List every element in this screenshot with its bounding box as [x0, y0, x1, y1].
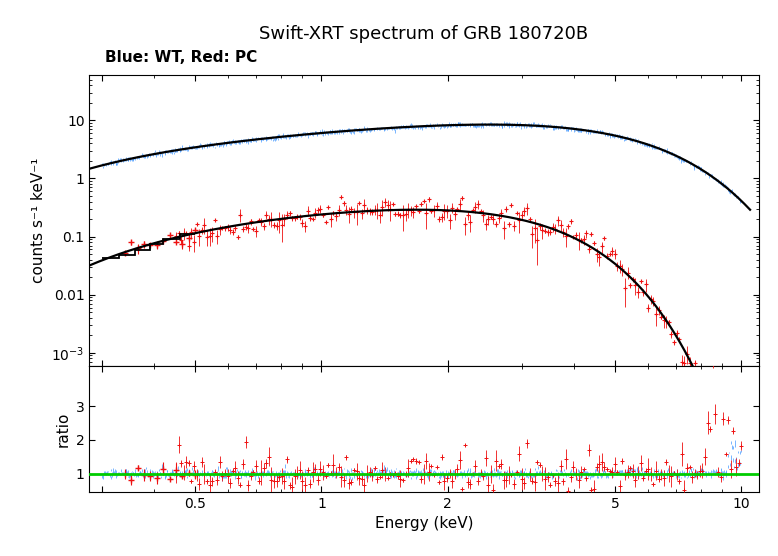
X-axis label: Energy (keV): Energy (keV): [375, 517, 473, 532]
Y-axis label: counts s⁻¹ keV⁻¹: counts s⁻¹ keV⁻¹: [31, 158, 46, 283]
Text: Swift-XRT spectrum of GRB 180720B: Swift-XRT spectrum of GRB 180720B: [259, 25, 589, 43]
Y-axis label: ratio: ratio: [55, 411, 70, 446]
Text: Blue: WT, Red: PC: Blue: WT, Red: PC: [105, 50, 258, 65]
